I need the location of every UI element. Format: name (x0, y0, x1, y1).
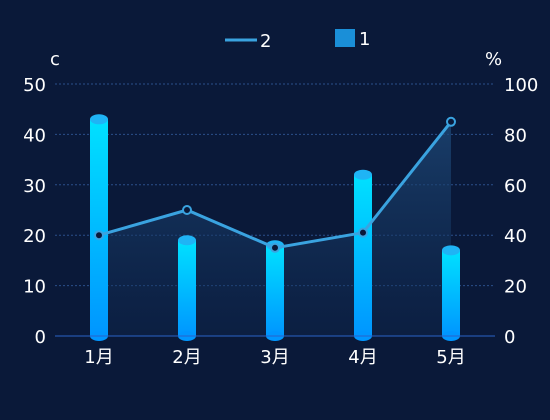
y-right-tick-label: 20 (504, 277, 527, 298)
bar (354, 174, 372, 336)
y-right-tick-label: 0 (504, 327, 515, 348)
y-left-tick-label: 0 (35, 327, 46, 348)
x-tick-label: 4月 (348, 347, 377, 368)
line-point-core (361, 230, 365, 235)
legend-bar-swatch (335, 29, 355, 47)
bar (442, 250, 460, 336)
line-point (182, 205, 192, 215)
legend-label-line: 2 (260, 31, 271, 52)
y-left-tick-label: 40 (23, 125, 46, 146)
y-right-tick-label: 100 (504, 75, 538, 96)
bar-top-cap (90, 114, 108, 125)
x-tick-label: 2月 (172, 347, 201, 368)
x-tick-label: 3月 (260, 347, 289, 368)
bar-top-cap (178, 235, 196, 246)
y-left-unit-label: c (50, 49, 60, 70)
y-left-tick-label: 10 (23, 277, 46, 298)
x-tick-label: 5月 (436, 347, 465, 368)
y-left-tick-label: 50 (23, 75, 46, 96)
line-point (270, 242, 280, 253)
bar (266, 245, 284, 336)
line-point-core (97, 233, 101, 238)
y-right-tick-label: 80 (504, 125, 527, 146)
y-right-tick-label: 60 (504, 176, 527, 197)
bar-top-cap (442, 245, 460, 256)
y-right-unit-label: % (485, 49, 502, 70)
bar (178, 240, 196, 336)
y-left-tick-label: 20 (23, 226, 46, 247)
y-left-tick-label: 30 (23, 176, 46, 197)
y-right-tick-label: 40 (504, 226, 527, 247)
legend-label-bar: 1 (359, 29, 370, 50)
line-point (446, 116, 456, 127)
bar (90, 119, 108, 336)
x-tick-label: 1月 (84, 347, 113, 368)
bar-top-cap (354, 169, 372, 180)
